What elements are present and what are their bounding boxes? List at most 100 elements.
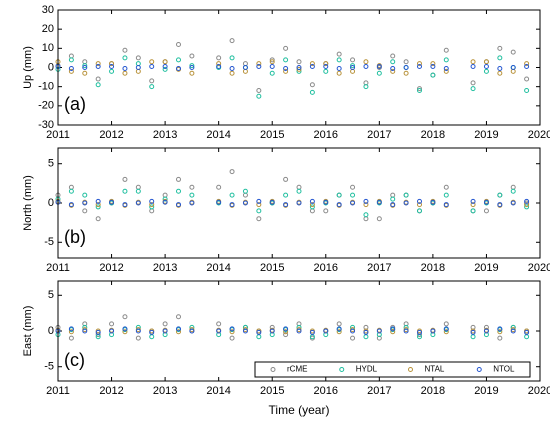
- point: [135, 184, 141, 190]
- point: [323, 61, 329, 67]
- point: [82, 328, 88, 334]
- point: [256, 64, 262, 70]
- point: [390, 192, 396, 198]
- point: [309, 329, 315, 335]
- point: [149, 59, 155, 65]
- point: [216, 184, 222, 190]
- point: [443, 57, 449, 63]
- point: [296, 66, 302, 72]
- point: [443, 202, 449, 208]
- point: [497, 65, 503, 71]
- point: [82, 65, 88, 70]
- x-tick-label: 2014: [206, 262, 230, 274]
- point: [497, 326, 503, 332]
- point: [95, 64, 101, 70]
- point: [122, 188, 128, 194]
- point: [256, 208, 262, 214]
- legend-label: NTOL: [493, 365, 515, 374]
- point: [336, 57, 342, 63]
- point: [122, 176, 128, 182]
- point: [149, 334, 155, 340]
- point: [229, 202, 235, 208]
- legend-marker: [408, 367, 413, 372]
- point: [323, 328, 329, 334]
- point: [95, 216, 101, 222]
- point: [336, 329, 342, 335]
- point: [390, 326, 396, 332]
- point: [109, 64, 115, 70]
- point: [68, 329, 74, 335]
- point: [483, 59, 489, 65]
- point: [483, 199, 489, 205]
- point: [430, 64, 436, 70]
- point: [336, 326, 342, 332]
- point: [403, 192, 409, 198]
- point: [417, 88, 422, 93]
- point: [122, 202, 128, 208]
- point: [417, 198, 422, 204]
- point: [470, 64, 476, 70]
- point: [216, 61, 222, 67]
- plot-frame: [57, 9, 541, 126]
- point: [109, 61, 115, 67]
- point: [68, 335, 74, 341]
- point: [497, 70, 503, 76]
- point: [229, 326, 235, 332]
- point: [470, 329, 476, 335]
- point: [470, 198, 476, 204]
- point: [162, 199, 168, 205]
- point: [524, 64, 530, 70]
- point: [162, 66, 168, 72]
- point: [229, 38, 235, 44]
- point: [363, 202, 369, 208]
- point: [109, 199, 115, 205]
- point: [470, 208, 476, 214]
- point: [443, 68, 449, 74]
- panel-label: (b): [64, 227, 86, 247]
- point: [269, 64, 275, 70]
- point: [256, 61, 262, 67]
- point: [149, 329, 155, 335]
- point: [376, 70, 382, 76]
- x-tick-label: 2016: [314, 385, 338, 397]
- point: [296, 59, 302, 65]
- point: [122, 314, 128, 320]
- point: [309, 208, 315, 214]
- point: [149, 78, 155, 84]
- point: [350, 328, 356, 334]
- point: [309, 89, 315, 95]
- point: [417, 202, 422, 208]
- legend-label: NTAL: [425, 365, 445, 374]
- y-tick-label: 0: [48, 325, 54, 337]
- point: [122, 47, 128, 53]
- x-tick-label: 2011: [46, 129, 70, 141]
- x-tick-label: 2013: [153, 129, 177, 141]
- point: [176, 42, 181, 47]
- point: [336, 70, 342, 76]
- point: [363, 84, 369, 90]
- x-tick-label: 2019: [474, 385, 498, 397]
- point: [68, 184, 74, 190]
- point: [363, 212, 369, 218]
- point: [390, 59, 396, 65]
- point: [350, 200, 356, 206]
- point: [256, 216, 262, 222]
- point: [443, 184, 449, 190]
- point: [242, 328, 248, 334]
- point: [497, 192, 503, 198]
- x-tick-label: 2017: [367, 129, 391, 141]
- legend-marker: [270, 367, 276, 372]
- point: [510, 188, 516, 194]
- point: [122, 70, 128, 76]
- point: [82, 63, 88, 69]
- point: [269, 70, 275, 76]
- point: [229, 55, 235, 61]
- point: [524, 61, 530, 67]
- point: [216, 55, 222, 61]
- point: [443, 47, 449, 53]
- point: [216, 64, 222, 70]
- x-tick-label: 2012: [99, 262, 123, 274]
- y-axis-label: North (mm): [22, 175, 34, 231]
- point: [376, 64, 382, 70]
- y-tick-label: 0: [48, 61, 54, 73]
